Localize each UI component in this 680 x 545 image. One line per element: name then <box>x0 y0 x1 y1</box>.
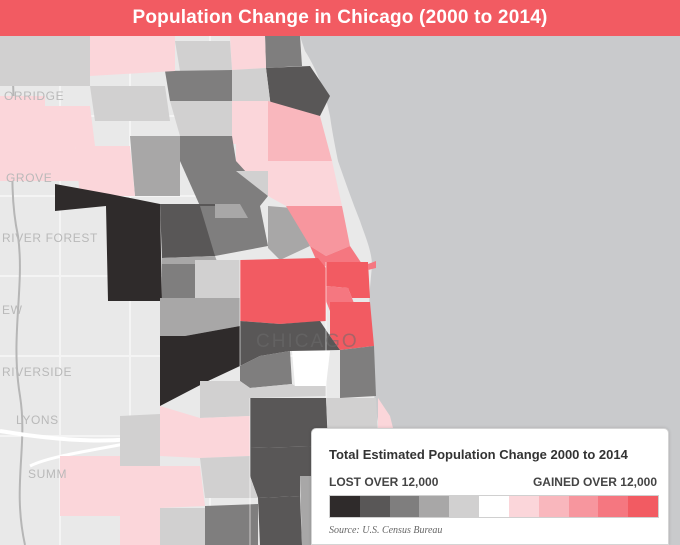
tract-borders <box>239 260 327 545</box>
tract[interactable] <box>250 384 326 398</box>
tract[interactable] <box>200 456 258 498</box>
tract[interactable] <box>90 86 170 121</box>
tract[interactable] <box>250 398 328 448</box>
tract[interactable] <box>378 398 395 436</box>
tract[interactable] <box>330 302 374 350</box>
place-label: GROVE <box>6 171 52 185</box>
tract[interactable] <box>160 406 200 458</box>
tract[interactable] <box>266 66 330 116</box>
tract[interactable] <box>195 260 240 298</box>
city-label: CHICAGO <box>256 331 359 352</box>
tract[interactable] <box>240 351 292 388</box>
tract[interactable] <box>268 101 332 161</box>
tract[interactable] <box>160 298 240 336</box>
tract[interactable] <box>0 96 45 146</box>
tracts[interactable] <box>0 36 395 545</box>
tract[interactable] <box>232 101 268 144</box>
tract[interactable] <box>286 206 350 256</box>
legend-bin-3 <box>419 496 450 517</box>
tract[interactable] <box>368 261 376 270</box>
place-label: RIVER FOREST <box>2 231 98 245</box>
tract[interactable] <box>236 144 268 171</box>
tract[interactable] <box>60 456 120 516</box>
legend-bin-8 <box>568 496 599 517</box>
tract[interactable] <box>180 136 236 161</box>
lake-michigan <box>300 36 680 545</box>
tract[interactable] <box>268 161 342 206</box>
place-label: RIVERSIDE <box>2 365 72 379</box>
tract[interactable] <box>165 70 232 101</box>
tract[interactable] <box>236 171 268 196</box>
tract[interactable] <box>326 262 370 298</box>
tract[interactable] <box>250 446 328 498</box>
legend-bin-0 <box>330 496 360 517</box>
map-canvas[interactable]: ORRIDGE GROVE RIVER FOREST EW RIVERSIDE … <box>0 36 680 545</box>
legend-low-label: LOST OVER 12,000 <box>329 475 439 489</box>
legend-bin-7 <box>538 496 569 517</box>
tract[interactable] <box>75 146 135 196</box>
tract[interactable] <box>90 36 175 76</box>
tract[interactable] <box>200 381 250 418</box>
tract[interactable] <box>130 136 180 196</box>
map-title: Population Change in Chicago (2000 to 20… <box>0 0 680 36</box>
legend-bin-6 <box>508 496 539 517</box>
tract[interactable] <box>258 496 302 545</box>
legend-title: Total Estimated Population Change 2000 t… <box>329 447 628 462</box>
tract[interactable] <box>265 36 302 68</box>
place-label: LYONS <box>16 413 59 427</box>
place-label: SUMM <box>28 467 67 481</box>
tract[interactable] <box>120 414 160 466</box>
tract[interactable] <box>162 264 195 298</box>
legend-bin-5 <box>479 496 509 517</box>
tract[interactable] <box>200 416 250 458</box>
tract[interactable] <box>340 346 376 398</box>
tract[interactable] <box>160 466 205 508</box>
legend-bin-2 <box>389 496 420 517</box>
legend-bin-10 <box>628 496 658 517</box>
tract[interactable] <box>0 36 90 86</box>
place-label: EW <box>2 303 23 317</box>
tract[interactable] <box>160 326 240 406</box>
legend-bin-9 <box>598 496 629 517</box>
map-legend: Total Estimated Population Change 2000 t… <box>311 428 669 545</box>
tract[interactable] <box>55 184 162 301</box>
tract[interactable] <box>230 36 266 70</box>
legend-bin-1 <box>359 496 390 517</box>
tract[interactable] <box>120 466 160 545</box>
legend-bin-4 <box>449 496 480 517</box>
tract[interactable] <box>175 41 232 71</box>
tract[interactable] <box>240 321 340 366</box>
tract[interactable] <box>292 351 330 386</box>
tract[interactable] <box>215 204 248 218</box>
tract[interactable] <box>205 504 258 545</box>
legend-color-scale <box>329 495 659 518</box>
tract[interactable] <box>45 106 95 146</box>
tract[interactable] <box>0 146 80 181</box>
tract[interactable] <box>268 206 310 260</box>
tract[interactable] <box>160 204 215 258</box>
tract[interactable] <box>200 206 268 256</box>
legend-source: Source: U.S. Census Bureau <box>329 525 443 536</box>
legend-high-label: GAINED OVER 12,000 <box>532 475 657 489</box>
tract[interactable] <box>170 101 232 136</box>
tract[interactable] <box>240 258 326 324</box>
place-label: ORRIDGE <box>4 89 64 103</box>
choropleth-map[interactable]: ORRIDGE GROVE RIVER FOREST EW RIVERSIDE … <box>0 36 680 545</box>
tract[interactable] <box>160 508 205 545</box>
